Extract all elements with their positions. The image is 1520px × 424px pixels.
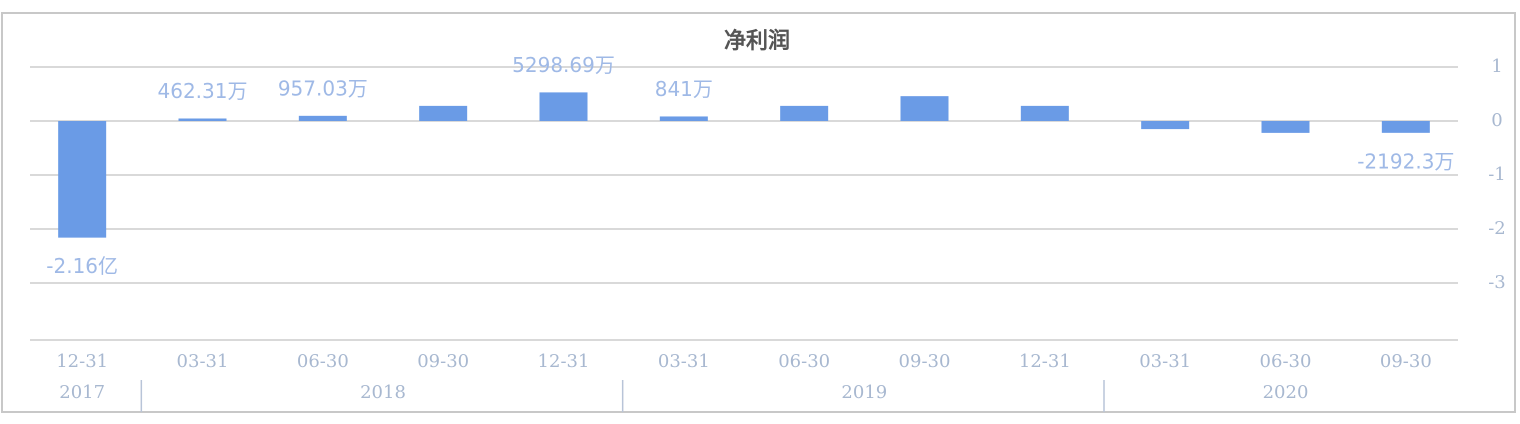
x-tick-label: 12-31 bbox=[56, 351, 108, 372]
year-label: 2017 bbox=[59, 382, 105, 403]
y-tick-label: -2 bbox=[1488, 218, 1506, 239]
bar bbox=[178, 118, 227, 121]
value-label: -2192.3万 bbox=[1357, 149, 1454, 173]
bar bbox=[58, 121, 107, 238]
x-tick-label: 09-30 bbox=[1380, 351, 1432, 372]
x-tick-label: 03-31 bbox=[177, 351, 229, 372]
y-tick-label: -1 bbox=[1488, 164, 1506, 185]
x-tick-label: 03-31 bbox=[658, 351, 710, 372]
bar bbox=[659, 116, 708, 121]
bar bbox=[539, 92, 588, 121]
value-label: -2.16亿 bbox=[46, 254, 118, 278]
year-label: 2018 bbox=[360, 382, 406, 403]
x-tick-label: 09-30 bbox=[417, 351, 469, 372]
bar bbox=[780, 105, 829, 121]
bar bbox=[1381, 121, 1430, 133]
x-tick-label: 09-30 bbox=[899, 351, 951, 372]
value-label: 957.03万 bbox=[278, 76, 368, 100]
year-label: 2020 bbox=[1263, 382, 1309, 403]
x-tick-label: 12-31 bbox=[538, 351, 590, 372]
x-tick-label: 06-30 bbox=[778, 351, 830, 372]
bar bbox=[900, 96, 949, 121]
y-tick-label: 0 bbox=[1491, 110, 1502, 131]
x-tick-label: 03-31 bbox=[1139, 351, 1191, 372]
bar bbox=[1261, 121, 1310, 133]
x-tick-label: 12-31 bbox=[1019, 351, 1071, 372]
value-label: 841万 bbox=[655, 77, 713, 101]
value-label: 5298.69万 bbox=[512, 53, 615, 77]
value-label: 462.31万 bbox=[158, 79, 248, 103]
year-label: 2019 bbox=[841, 382, 887, 403]
y-tick-label: -3 bbox=[1488, 272, 1506, 293]
chart-title: 净利润 bbox=[724, 28, 790, 54]
bar bbox=[298, 115, 347, 121]
frame bbox=[1, 12, 1516, 413]
x-tick-label: 06-30 bbox=[297, 351, 349, 372]
bar bbox=[1141, 121, 1190, 130]
bar bbox=[1020, 105, 1069, 121]
y-tick-label: 1 bbox=[1491, 56, 1502, 77]
x-tick-label: 06-30 bbox=[1260, 351, 1312, 372]
bar bbox=[419, 105, 468, 121]
